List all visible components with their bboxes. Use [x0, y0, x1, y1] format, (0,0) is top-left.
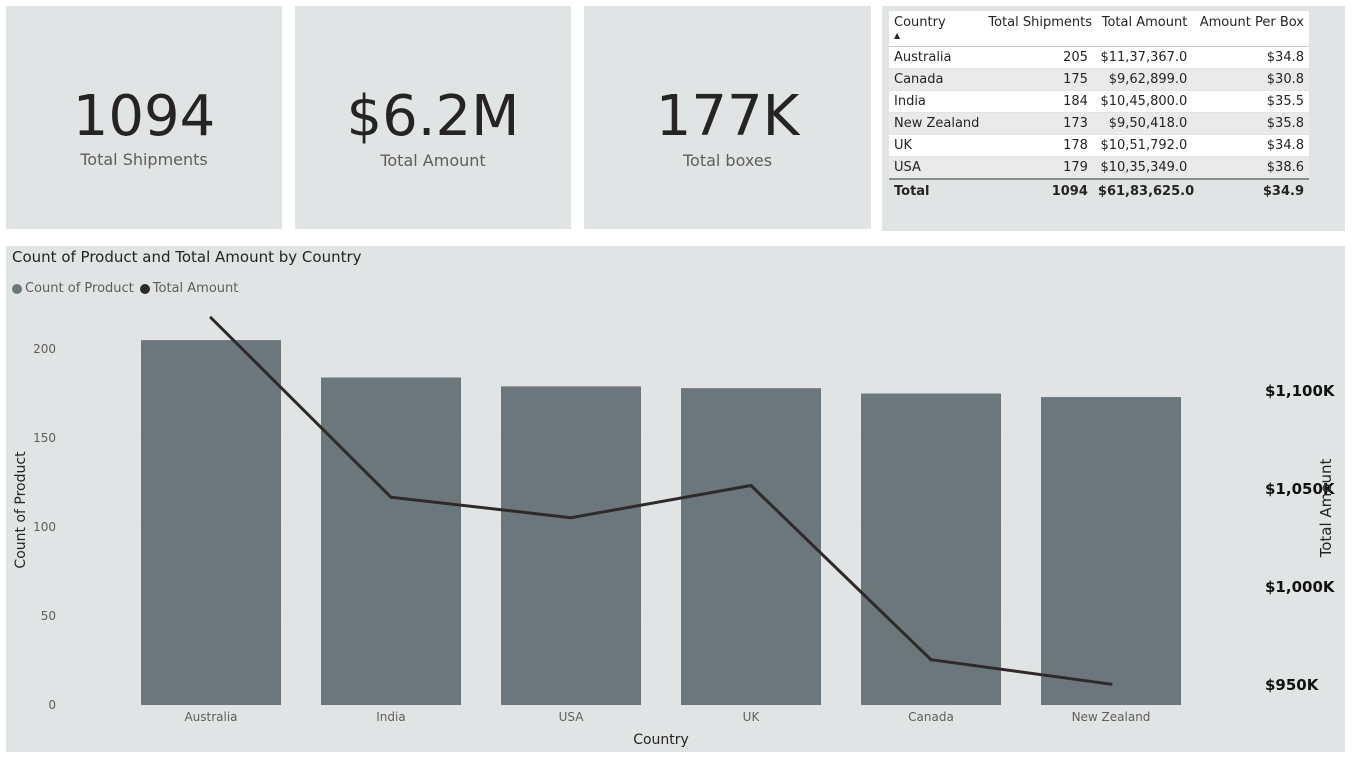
bar — [1041, 397, 1181, 705]
cell-amount-per-box: $34.8 — [1192, 46, 1309, 69]
axes: 0 50 100 150 200 $950K $1,000K $1,050K $1,100K Au… — [13, 342, 1336, 748]
y-tick-label: 100 — [33, 520, 56, 534]
grid-lines — [121, 348, 1201, 617]
x-tick-label: UK — [743, 710, 761, 724]
line-series — [209, 316, 1113, 686]
sort-ascending-icon[interactable]: ▲ — [894, 31, 901, 40]
legend-item-count-of-product[interactable]: Count of Product — [12, 281, 134, 296]
legend-marker — [12, 283, 22, 294]
cell-amount-per-box: $34.9 — [1192, 178, 1309, 202]
kpi-label: Total Amount — [380, 151, 486, 170]
chart-legend: Count of Product Total Amount — [12, 281, 244, 296]
cell-total-shipments: 175 — [983, 68, 1093, 91]
cell-country: USA — [889, 156, 984, 180]
cell-total-amount: $11,37,367.0 — [1092, 46, 1193, 69]
kpi-card-total-amount: $6.2M Total Amount — [295, 6, 571, 229]
y-tick-label: 150 — [33, 431, 56, 445]
x-tick-label: Canada — [908, 710, 954, 724]
kpi-value: 1094 — [72, 84, 216, 149]
column-header-total-amount[interactable]: Total Amount — [1092, 11, 1193, 47]
cell-total-amount: $9,50,418.0 — [1092, 112, 1193, 135]
chart-title: Count of Product and Total Amount by Cou… — [12, 248, 362, 266]
y2-tick-label: $950K — [1265, 676, 1320, 694]
line-total-amount — [209, 316, 1112, 686]
cell-total-shipments: 173 — [983, 112, 1093, 135]
line-point — [389, 495, 393, 499]
bar — [321, 377, 461, 705]
table-row[interactable]: Australia 205 $11,37,367.0 $34.8 — [889, 46, 1309, 69]
cell-country: New Zealand — [889, 112, 984, 135]
cell-total-shipments: 205 — [983, 46, 1093, 69]
bar — [141, 340, 281, 705]
table-total-row: Total 1094 $61,83,625.0 $34.9 — [889, 178, 1309, 202]
table-row[interactable]: UK 178 $10,51,792.0 $34.8 — [889, 134, 1309, 157]
cell-total-amount: $9,62,899.0 — [1092, 68, 1193, 91]
table-row[interactable]: Canada 175 $9,62,899.0 $30.8 — [889, 68, 1309, 91]
legend-label: Count of Product — [25, 281, 134, 296]
y-axis-title: Count of Product — [13, 451, 29, 569]
cell-country: Canada — [889, 68, 984, 91]
kpi-label: Total boxes — [682, 151, 773, 170]
kpi-label: Total Shipments — [80, 150, 208, 169]
legend-label: Total Amount — [152, 281, 239, 296]
column-header-label: Country — [894, 15, 946, 30]
y-tick-label: 0 — [48, 698, 56, 712]
y-tick-label: 200 — [33, 342, 56, 356]
kpi-card-total-boxes: 177K Total boxes — [584, 6, 871, 229]
cell-amount-per-box: $35.5 — [1192, 90, 1309, 113]
cell-total-label: Total — [889, 178, 984, 202]
kpi-value: 177K — [655, 84, 800, 149]
bar — [681, 388, 821, 705]
cell-amount-per-box: $30.8 — [1192, 68, 1309, 91]
cell-country: India — [889, 90, 984, 113]
cell-amount-per-box: $35.8 — [1192, 112, 1309, 135]
country-table: Country ▲ Total Shipments Total Amount A… — [889, 11, 1309, 202]
cell-country: Australia — [889, 46, 984, 69]
table-row[interactable]: New Zealand 173 $9,50,418.0 $35.8 — [889, 112, 1309, 135]
cell-total-shipments: 179 — [983, 156, 1093, 180]
x-tick-label: Australia — [184, 710, 237, 724]
legend-marker — [139, 283, 150, 294]
cell-amount-per-box: $34.8 — [1192, 134, 1309, 157]
x-axis-title: Country — [633, 732, 689, 748]
cell-amount-per-box: $38.6 — [1192, 156, 1309, 180]
y2-tick-label: $1,050K — [1265, 480, 1336, 498]
cell-total-shipments: 178 — [983, 134, 1093, 157]
x-tick-label: USA — [559, 710, 585, 724]
line-point — [929, 658, 933, 662]
kpi-value: $6.2M — [346, 84, 520, 149]
column-header-total-shipments[interactable]: Total Shipments — [983, 11, 1093, 47]
kpi-card-total-shipments: 1094 Total Shipments — [6, 6, 282, 229]
line-point — [749, 483, 753, 487]
line-point — [569, 516, 573, 520]
column-header-amount-per-box[interactable]: Amount Per Box — [1192, 11, 1309, 47]
cell-total-amount: $10,45,800.0 — [1092, 90, 1193, 113]
x-tick-label: New Zealand — [1072, 710, 1151, 724]
cell-country: UK — [889, 134, 984, 157]
x-tick-label: India — [376, 710, 405, 724]
bar-series — [141, 340, 1181, 705]
column-header-country[interactable]: Country ▲ — [889, 11, 984, 47]
table-header-row: Country ▲ Total Shipments Total Amount A… — [889, 11, 1309, 47]
legend-item-total-amount[interactable]: Total Amount — [139, 281, 239, 296]
bar — [861, 393, 1001, 705]
cell-total-shipments: 184 — [983, 90, 1093, 113]
bar — [501, 386, 641, 705]
cell-total-amount: $61,83,625.0 — [1092, 178, 1194, 202]
y-tick-label: 50 — [41, 609, 56, 623]
line-point — [209, 316, 213, 320]
line-point — [1109, 682, 1113, 686]
cell-total-shipments: 1094 — [983, 178, 1093, 202]
table-row[interactable]: India 184 $10,45,800.0 $35.5 — [889, 90, 1309, 113]
y2-tick-label: $1,000K — [1265, 578, 1336, 596]
y2-tick-label: $1,100K — [1265, 382, 1336, 400]
cell-total-amount: $10,51,792.0 — [1092, 134, 1193, 157]
y2-axis-title: Total Amount — [1317, 459, 1335, 559]
